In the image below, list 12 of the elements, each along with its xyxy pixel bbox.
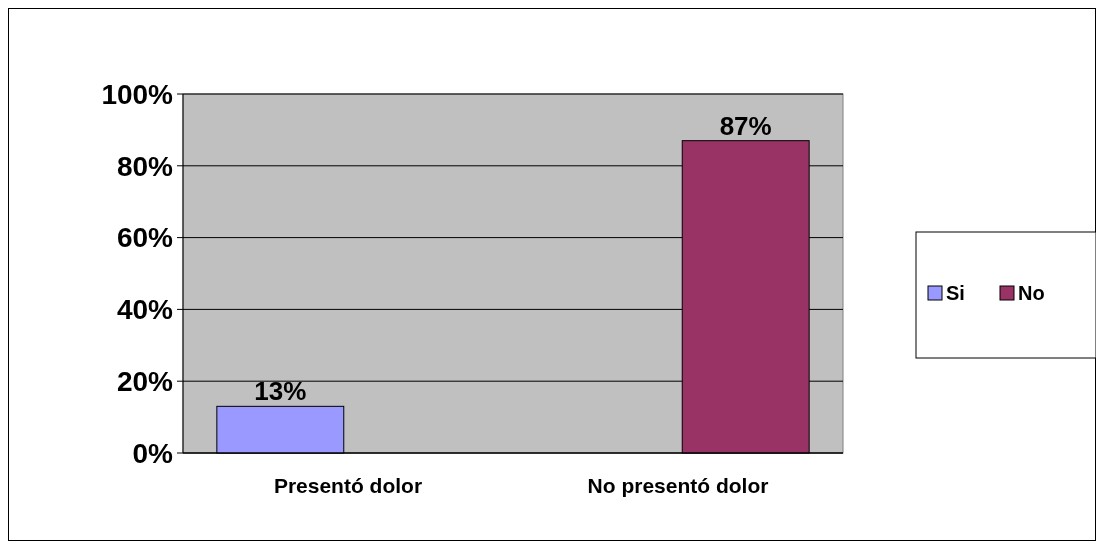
data-label: 87% xyxy=(719,110,772,141)
data-label: 13% xyxy=(254,376,307,407)
y-tick-label: 40% xyxy=(116,294,174,326)
legend-label: No xyxy=(1018,282,1045,304)
y-tick-label: 20% xyxy=(116,366,174,397)
y-tick-label: 60% xyxy=(116,222,174,254)
y-tick-label: 0% xyxy=(132,437,174,469)
y-tick-label: 80% xyxy=(116,150,174,182)
x-tick-label: Presentó dolor xyxy=(273,474,423,497)
y-tick-label: 100% xyxy=(101,78,174,110)
x-tick-label: No presentó dolor xyxy=(587,474,769,497)
legend-label: Si xyxy=(946,282,965,304)
